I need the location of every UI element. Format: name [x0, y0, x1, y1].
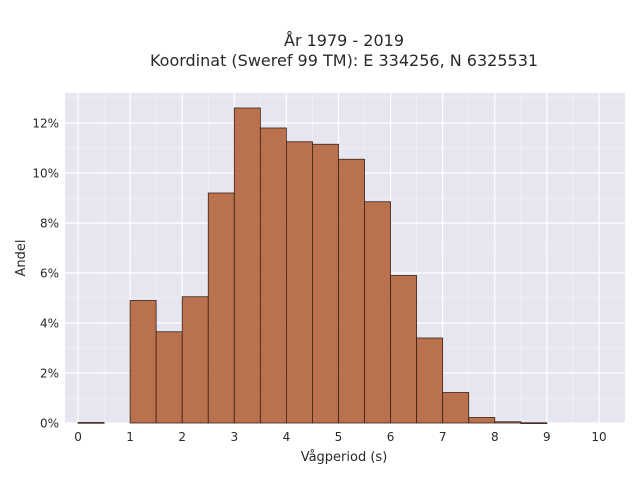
histogram-bar: [364, 201, 391, 424]
histogram-bar: [285, 141, 313, 424]
chart-title-line2: Koordinat (Sweref 99 TM): E 334256, N 63…: [150, 51, 538, 70]
x-axis-label: Vågperiod (s): [301, 450, 388, 465]
y-tick-labels: 0% 2% 4% 6% 8% 10% 12%: [32, 117, 59, 431]
histogram-bar: [312, 143, 339, 424]
y-axis-label: Andel: [14, 240, 29, 277]
x-tick-label: 7: [439, 430, 447, 444]
histogram-bar: [494, 421, 522, 424]
y-tick-label: 0%: [40, 417, 59, 431]
histogram-bar: [416, 337, 444, 424]
y-tick-label: 6%: [40, 267, 59, 281]
bars: [77, 107, 548, 424]
chart-title-line1: År 1979 - 2019: [284, 31, 404, 50]
x-tick-label: 1: [126, 430, 134, 444]
y-tick-label: 2%: [40, 367, 59, 381]
x-tick-label: 4: [283, 430, 291, 444]
histogram-bar: [442, 392, 470, 424]
x-tick-label: 3: [230, 430, 238, 444]
histogram-bar: [181, 296, 209, 424]
x-tick-label: 6: [387, 430, 395, 444]
histogram-bar: [468, 417, 496, 424]
y-tick-label: 4%: [40, 317, 59, 331]
histogram-bar: [390, 275, 418, 424]
y-tick-label: 12%: [32, 117, 59, 131]
histogram-bar: [259, 127, 287, 424]
histogram-bar: [77, 422, 105, 424]
histogram-bar: [207, 192, 235, 424]
histogram-bar: [520, 422, 548, 424]
x-tick-label: 0: [74, 430, 82, 444]
y-tick-label: 10%: [32, 167, 59, 181]
histogram-bar: [233, 107, 261, 424]
histogram-bar: [155, 331, 183, 424]
x-tick-labels: 0 1 2 3 4 5 6 7 8 9 10: [74, 430, 606, 444]
histogram-bar: [338, 158, 365, 424]
x-tick-label: 9: [543, 430, 551, 444]
x-tick-label: 10: [591, 430, 606, 444]
histogram-bar: [129, 300, 157, 424]
y-tick-label: 8%: [40, 217, 59, 231]
x-tick-label: 5: [335, 430, 343, 444]
x-tick-label: 8: [491, 430, 499, 444]
x-tick-label: 2: [178, 430, 186, 444]
